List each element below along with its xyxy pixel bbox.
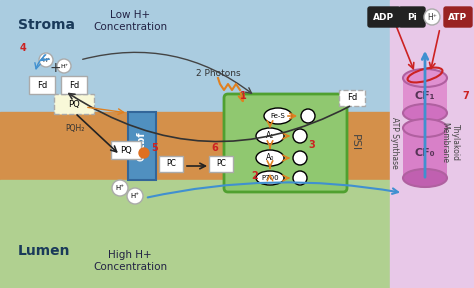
Text: PQ: PQ [68, 99, 80, 109]
Bar [0, 112, 474, 180]
Text: H⁺: H⁺ [42, 58, 50, 62]
Ellipse shape [256, 150, 284, 166]
Text: ATP Synthase: ATP Synthase [391, 117, 400, 169]
FancyBboxPatch shape [224, 94, 347, 192]
Circle shape [39, 53, 53, 67]
Text: 2: 2 [252, 171, 258, 181]
Text: Pi: Pi [407, 12, 417, 22]
Text: Fd: Fd [69, 81, 79, 90]
Text: Cytbf: Cytbf [137, 131, 147, 161]
Ellipse shape [403, 104, 447, 122]
Text: Thylakoid
Membrane: Thylakoid Membrane [440, 122, 460, 164]
Circle shape [139, 148, 149, 158]
Text: P700: P700 [261, 175, 279, 181]
Text: ATP: ATP [448, 12, 467, 22]
Text: Low H+
Concentration: Low H+ Concentration [93, 10, 167, 32]
FancyBboxPatch shape [159, 156, 183, 172]
Text: H⁺: H⁺ [130, 193, 139, 199]
FancyBboxPatch shape [444, 7, 472, 27]
Text: PQH₂: PQH₂ [65, 124, 85, 132]
Circle shape [293, 129, 307, 143]
Text: Fe-S: Fe-S [271, 113, 285, 119]
Ellipse shape [256, 171, 284, 185]
Text: 7: 7 [463, 91, 469, 101]
Text: 3: 3 [309, 140, 315, 150]
Bar [0, 180, 474, 288]
Text: A₁: A₁ [266, 132, 274, 141]
Text: H⁺: H⁺ [427, 12, 437, 22]
Text: CF₀: CF₀ [415, 148, 435, 158]
Text: Fd: Fd [37, 81, 47, 90]
FancyBboxPatch shape [368, 7, 400, 27]
Text: Stroma: Stroma [18, 18, 75, 32]
FancyBboxPatch shape [209, 156, 233, 172]
Text: +: + [49, 61, 61, 75]
Circle shape [57, 59, 71, 73]
Text: A₀: A₀ [266, 154, 274, 162]
Text: ADP: ADP [374, 12, 394, 22]
Text: 4: 4 [19, 43, 27, 53]
Bar [0, 0, 474, 128]
Ellipse shape [403, 69, 447, 87]
Text: Fd: Fd [347, 94, 357, 103]
Circle shape [127, 188, 143, 204]
FancyBboxPatch shape [111, 141, 141, 159]
Ellipse shape [264, 108, 292, 124]
Bar [403, 128, 447, 178]
Text: 1: 1 [240, 91, 246, 101]
Text: PQ: PQ [120, 145, 132, 154]
Circle shape [301, 109, 315, 123]
Circle shape [424, 9, 440, 25]
Circle shape [293, 171, 307, 185]
Text: CF₁: CF₁ [415, 91, 435, 101]
Text: PSI: PSI [350, 134, 360, 151]
Text: 2 Photons: 2 Photons [196, 69, 240, 78]
Ellipse shape [403, 119, 447, 137]
Circle shape [293, 151, 307, 165]
Text: PC: PC [166, 160, 176, 168]
Text: PC: PC [216, 160, 226, 168]
Circle shape [112, 180, 128, 196]
Ellipse shape [403, 169, 447, 187]
FancyBboxPatch shape [339, 90, 365, 106]
Text: 6: 6 [211, 143, 219, 153]
Text: H⁺: H⁺ [116, 185, 125, 191]
Ellipse shape [256, 128, 284, 144]
FancyBboxPatch shape [54, 94, 94, 114]
Bar [403, 78, 447, 113]
Text: High H+
Concentration: High H+ Concentration [93, 250, 167, 272]
FancyBboxPatch shape [399, 7, 425, 27]
Bar [390, 0, 474, 288]
FancyBboxPatch shape [29, 76, 55, 94]
FancyBboxPatch shape [128, 112, 156, 180]
Text: H⁺: H⁺ [60, 63, 68, 69]
Text: Lumen: Lumen [18, 244, 71, 258]
FancyBboxPatch shape [61, 76, 87, 94]
Text: 5: 5 [152, 143, 158, 153]
